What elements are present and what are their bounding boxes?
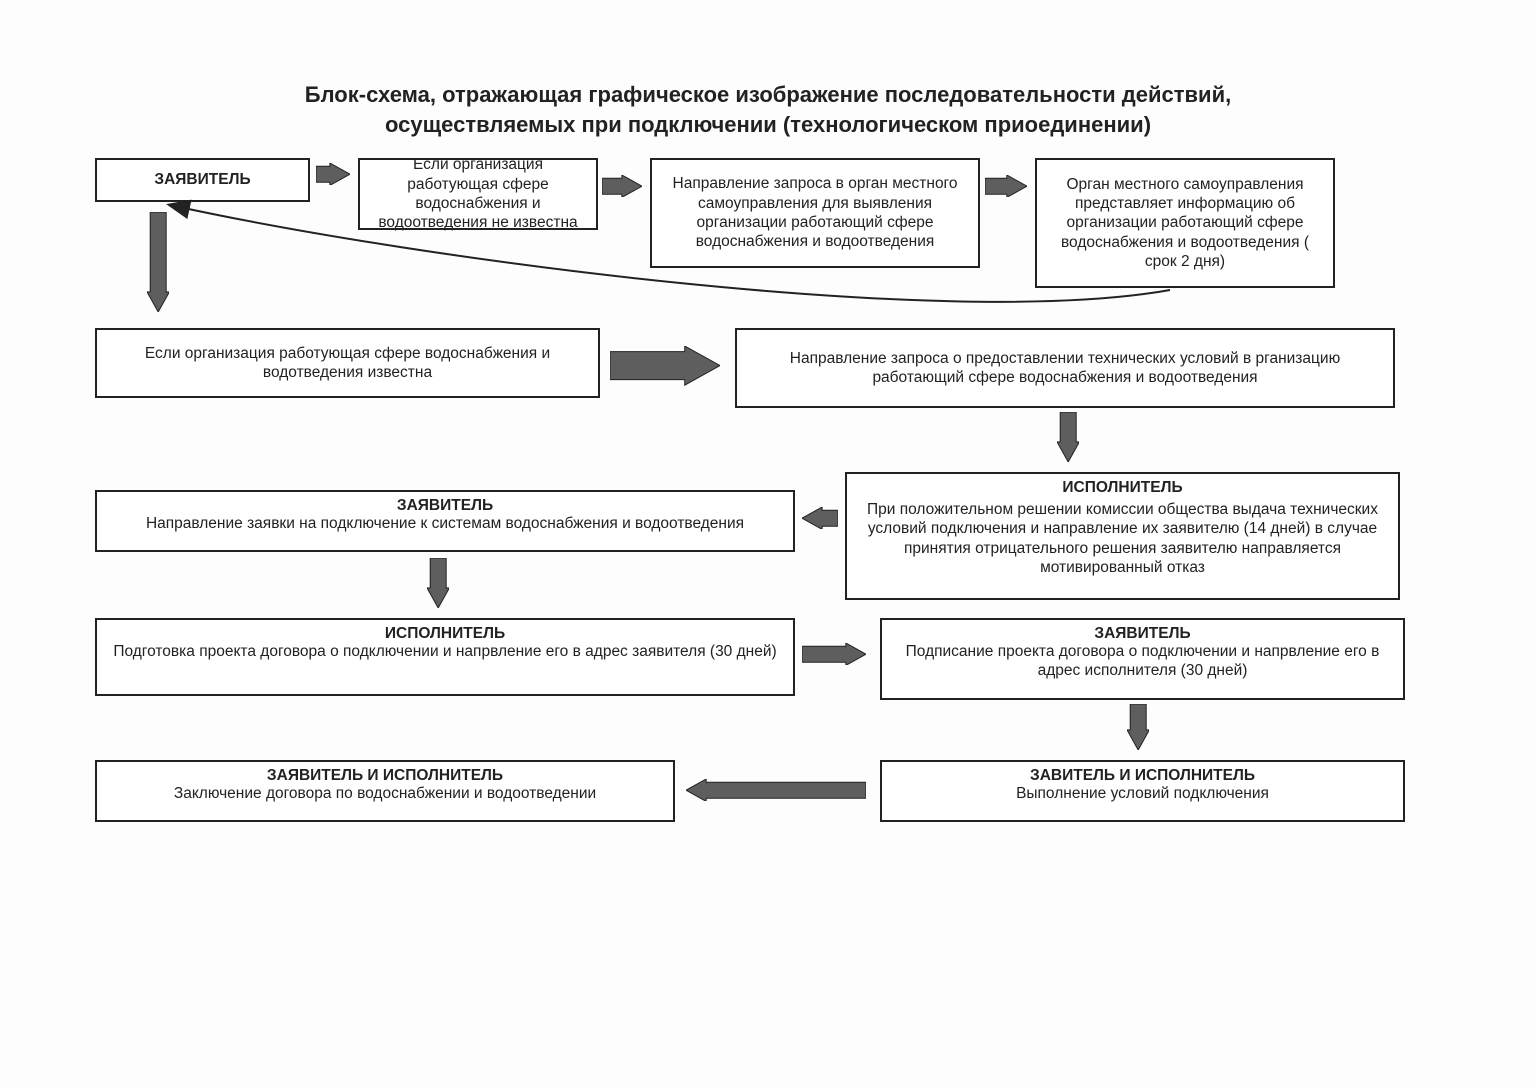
node-label-n8h: ЗАЯВИТЕЛЬ — [397, 496, 493, 515]
node-label-n10h: ЗАЯВИТЕЛЬ — [1094, 624, 1190, 643]
node-n10h: ЗАЯВИТЕЛЬ — [880, 618, 1405, 642]
node-label-n9h: ИСПОЛНИТЕЛЬ — [385, 624, 505, 643]
node-label-n11h: ЗАВИТЕЛЬ И ИСПОЛНИТЕЛЬ — [1030, 766, 1255, 785]
node-label-n12h: ЗАЯВИТЕЛЬ И ИСПОЛНИТЕЛЬ — [267, 766, 503, 785]
node-label-n7h: ИСПОЛНИТЕЛЬ — [1062, 478, 1182, 497]
node-n12h: ЗАЯВИТЕЛЬ И ИСПОЛНИТЕЛЬ — [95, 760, 675, 784]
node-n11h: ЗАВИТЕЛЬ И ИСПОЛНИТЕЛЬ — [880, 760, 1405, 784]
node-n7h: ИСПОЛНИТЕЛЬ — [845, 472, 1400, 500]
curve-c1 — [0, 0, 1536, 1087]
node-n9h: ИСПОЛНИТЕЛЬ — [95, 618, 795, 642]
node-n8h: ЗАЯВИТЕЛЬ — [95, 490, 795, 514]
